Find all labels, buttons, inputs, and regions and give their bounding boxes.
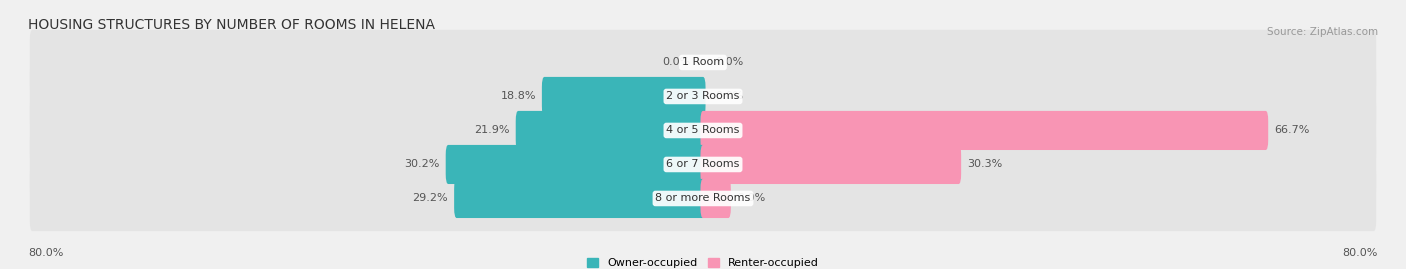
- Text: Source: ZipAtlas.com: Source: ZipAtlas.com: [1267, 27, 1378, 37]
- Text: 2 or 3 Rooms: 2 or 3 Rooms: [666, 91, 740, 101]
- Text: 8 or more Rooms: 8 or more Rooms: [655, 193, 751, 203]
- Text: 4 or 5 Rooms: 4 or 5 Rooms: [666, 125, 740, 136]
- Text: 29.2%: 29.2%: [412, 193, 449, 203]
- Text: 80.0%: 80.0%: [1343, 247, 1378, 258]
- Text: 21.9%: 21.9%: [474, 125, 510, 136]
- FancyBboxPatch shape: [541, 77, 706, 116]
- Text: 0.0%: 0.0%: [716, 58, 744, 68]
- Legend: Owner-occupied, Renter-occupied: Owner-occupied, Renter-occupied: [582, 254, 824, 269]
- Text: 3.0%: 3.0%: [737, 193, 765, 203]
- Text: 1 Room: 1 Room: [682, 58, 724, 68]
- FancyBboxPatch shape: [516, 111, 706, 150]
- Text: 18.8%: 18.8%: [501, 91, 536, 101]
- Text: 6 or 7 Rooms: 6 or 7 Rooms: [666, 160, 740, 169]
- Text: HOUSING STRUCTURES BY NUMBER OF ROOMS IN HELENA: HOUSING STRUCTURES BY NUMBER OF ROOMS IN…: [28, 18, 434, 32]
- FancyBboxPatch shape: [30, 132, 1376, 197]
- Text: 30.2%: 30.2%: [405, 160, 440, 169]
- Text: 66.7%: 66.7%: [1274, 125, 1309, 136]
- Text: 80.0%: 80.0%: [28, 247, 63, 258]
- FancyBboxPatch shape: [700, 111, 1268, 150]
- Text: 30.3%: 30.3%: [967, 160, 1002, 169]
- Text: 0.0%: 0.0%: [662, 58, 690, 68]
- FancyBboxPatch shape: [700, 179, 731, 218]
- FancyBboxPatch shape: [30, 30, 1376, 95]
- FancyBboxPatch shape: [30, 98, 1376, 163]
- FancyBboxPatch shape: [454, 179, 706, 218]
- FancyBboxPatch shape: [30, 166, 1376, 231]
- Text: 0.0%: 0.0%: [716, 91, 744, 101]
- FancyBboxPatch shape: [446, 145, 706, 184]
- FancyBboxPatch shape: [700, 145, 962, 184]
- FancyBboxPatch shape: [30, 64, 1376, 129]
